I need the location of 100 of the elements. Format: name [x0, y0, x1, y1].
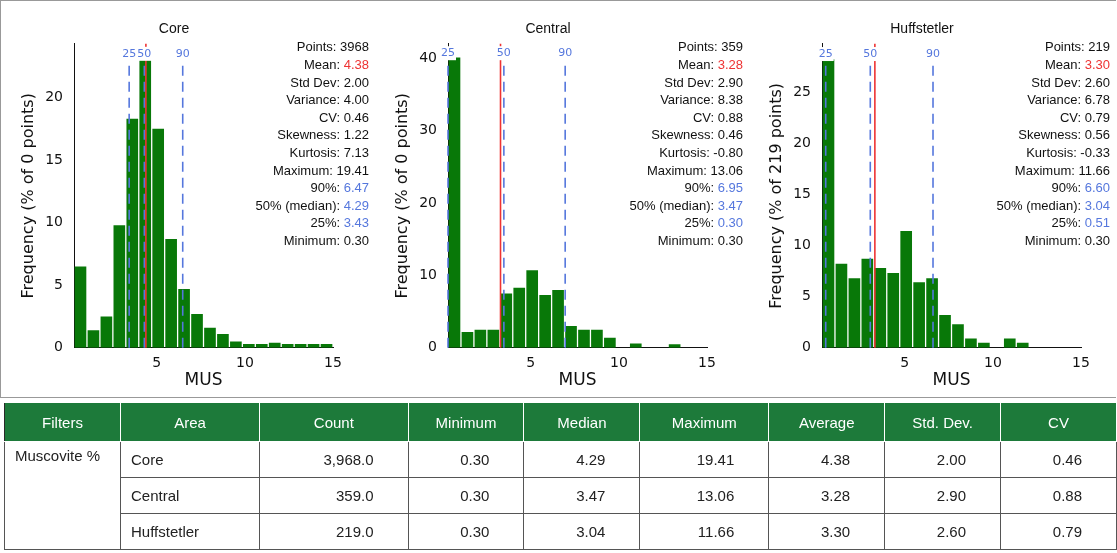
- y-tick-label: 25: [793, 82, 812, 99]
- text: 11.66: [639, 513, 769, 550]
- y-tick-label: 15: [793, 184, 812, 201]
- annotation: 50: [137, 46, 152, 60]
- y-tick-label: 20: [45, 88, 64, 105]
- y-tick-label: 30: [419, 121, 438, 138]
- annotation: 90%: 6.47: [310, 180, 370, 196]
- y-tick-label: 0: [802, 338, 812, 355]
- x-tick-label: 5: [526, 353, 536, 370]
- annotation: Skewness: 0.56: [1018, 127, 1111, 143]
- text: Median: [523, 402, 640, 442]
- annotation: Variance: 4.00: [286, 92, 370, 108]
- text: Maximum: [639, 402, 769, 442]
- text: 3.30: [768, 513, 885, 550]
- text: 19.41: [639, 441, 769, 478]
- y-tick-label: 40: [419, 48, 438, 65]
- text: 0.30: [408, 477, 524, 514]
- x-tick-label: 15: [324, 353, 342, 370]
- y-tick-label: 20: [419, 193, 438, 210]
- y-tick-label: 15: [45, 150, 64, 167]
- annotation: Minimum: 0.30: [657, 232, 744, 248]
- annotation: 25: [122, 46, 137, 60]
- annotation: 50: [496, 46, 511, 60]
- annotation: CV: 0.46: [318, 109, 370, 125]
- annotation: Maximum: 13.06: [646, 162, 744, 178]
- annotation: Minimum: 0.30: [1024, 232, 1111, 248]
- text: Core: [120, 441, 260, 478]
- text: 3.04: [523, 513, 640, 550]
- annotation: CV: 0.88: [692, 109, 744, 125]
- annotation: Skewness: 0.46: [651, 127, 744, 143]
- y-axis-title: Frequency (% of 0 points): [17, 93, 37, 299]
- annotation: Std Dev: 2.60: [1031, 74, 1111, 90]
- y-tick-label: 0: [428, 338, 438, 355]
- annotation: 50% (median): 3.04: [996, 197, 1111, 213]
- text: 4.29: [523, 441, 640, 478]
- annotation: Points: 3968: [296, 39, 369, 55]
- chart-title: Central: [525, 20, 571, 37]
- x-tick-label: 5: [152, 353, 162, 370]
- x-tick-label: 15: [698, 353, 716, 370]
- text: CV: [1000, 402, 1117, 442]
- y-tick-label: 5: [802, 287, 812, 304]
- text: Average: [768, 402, 885, 442]
- annotation: 25%: 0.30: [684, 215, 744, 231]
- text: 0.30: [408, 441, 524, 478]
- annotation: Minimum: 0.30: [283, 232, 370, 248]
- annotation: Points: 219: [1044, 39, 1111, 55]
- chart-title: Core: [158, 20, 190, 37]
- text: 13.06: [639, 477, 769, 514]
- x-tick-label: 15: [1072, 353, 1090, 370]
- x-tick-label: 10: [984, 353, 1002, 370]
- text: Central: [120, 477, 260, 514]
- text: Count: [259, 402, 409, 442]
- text: 2.90: [884, 477, 1001, 514]
- x-axis-title: MUS: [558, 369, 597, 390]
- x-axis-title: MUS: [932, 369, 971, 390]
- annotation: Variance: 6.78: [1027, 92, 1111, 108]
- text: Huffstetler: [120, 513, 260, 550]
- text: 0.79: [1000, 513, 1117, 550]
- annotation: 90: [926, 46, 941, 60]
- y-axis-title: Frequency (% of 0 points): [391, 93, 411, 299]
- annotation: 90: [558, 46, 573, 60]
- text: Std. Dev.: [884, 402, 1001, 442]
- annotation: 50% (median): 4.29: [255, 197, 370, 213]
- annotation: Kurtosis: -0.33: [1026, 144, 1111, 160]
- annotation: Kurtosis: -0.80: [659, 144, 744, 160]
- annotation: Std Dev: 2.00: [290, 74, 370, 90]
- annotation: 50% (median): 3.47: [629, 197, 744, 213]
- chart-title: Huffstetler: [890, 20, 955, 37]
- y-tick-label: 10: [793, 236, 812, 253]
- annotation: Maximum: 11.66: [1014, 162, 1111, 178]
- annotation: 90: [175, 46, 190, 60]
- text: Area: [120, 402, 260, 442]
- annotation: Kurtosis: 7.13: [289, 144, 370, 160]
- annotation: 50: [863, 46, 878, 60]
- x-tick-label: 5: [900, 353, 910, 370]
- text: 359.0: [259, 477, 409, 514]
- annotation: Skewness: 1.22: [277, 127, 370, 143]
- text: 3.28: [768, 477, 885, 514]
- y-tick-label: 10: [419, 266, 438, 283]
- x-tick-label: 10: [610, 353, 628, 370]
- text: 0.30: [408, 513, 524, 550]
- text: Filters: [4, 402, 121, 442]
- y-tick-label: 20: [793, 133, 812, 150]
- annotation: 25%: 3.43: [310, 215, 370, 231]
- text: Minimum: [408, 402, 524, 442]
- y-tick-label: 5: [54, 275, 64, 292]
- y-tick-label: 0: [54, 338, 64, 355]
- annotation: Points: 359: [677, 39, 744, 55]
- annotation: 25: [441, 46, 456, 60]
- y-axis-title: Frequency (% of 219 points): [765, 82, 785, 309]
- text: 0.88: [1000, 477, 1117, 514]
- annotation: Mean: 3.30: [1044, 56, 1111, 72]
- annotation: 90%: 6.60: [1051, 180, 1111, 196]
- text: 2.60: [884, 513, 1001, 550]
- x-axis-title: MUS: [184, 369, 223, 390]
- annotation: Mean: 4.38: [303, 56, 370, 72]
- annotation: Mean: 3.28: [677, 56, 744, 72]
- annotation: Variance: 8.38: [660, 92, 744, 108]
- text: 2.00: [884, 441, 1001, 478]
- text: 0.46: [1000, 441, 1117, 478]
